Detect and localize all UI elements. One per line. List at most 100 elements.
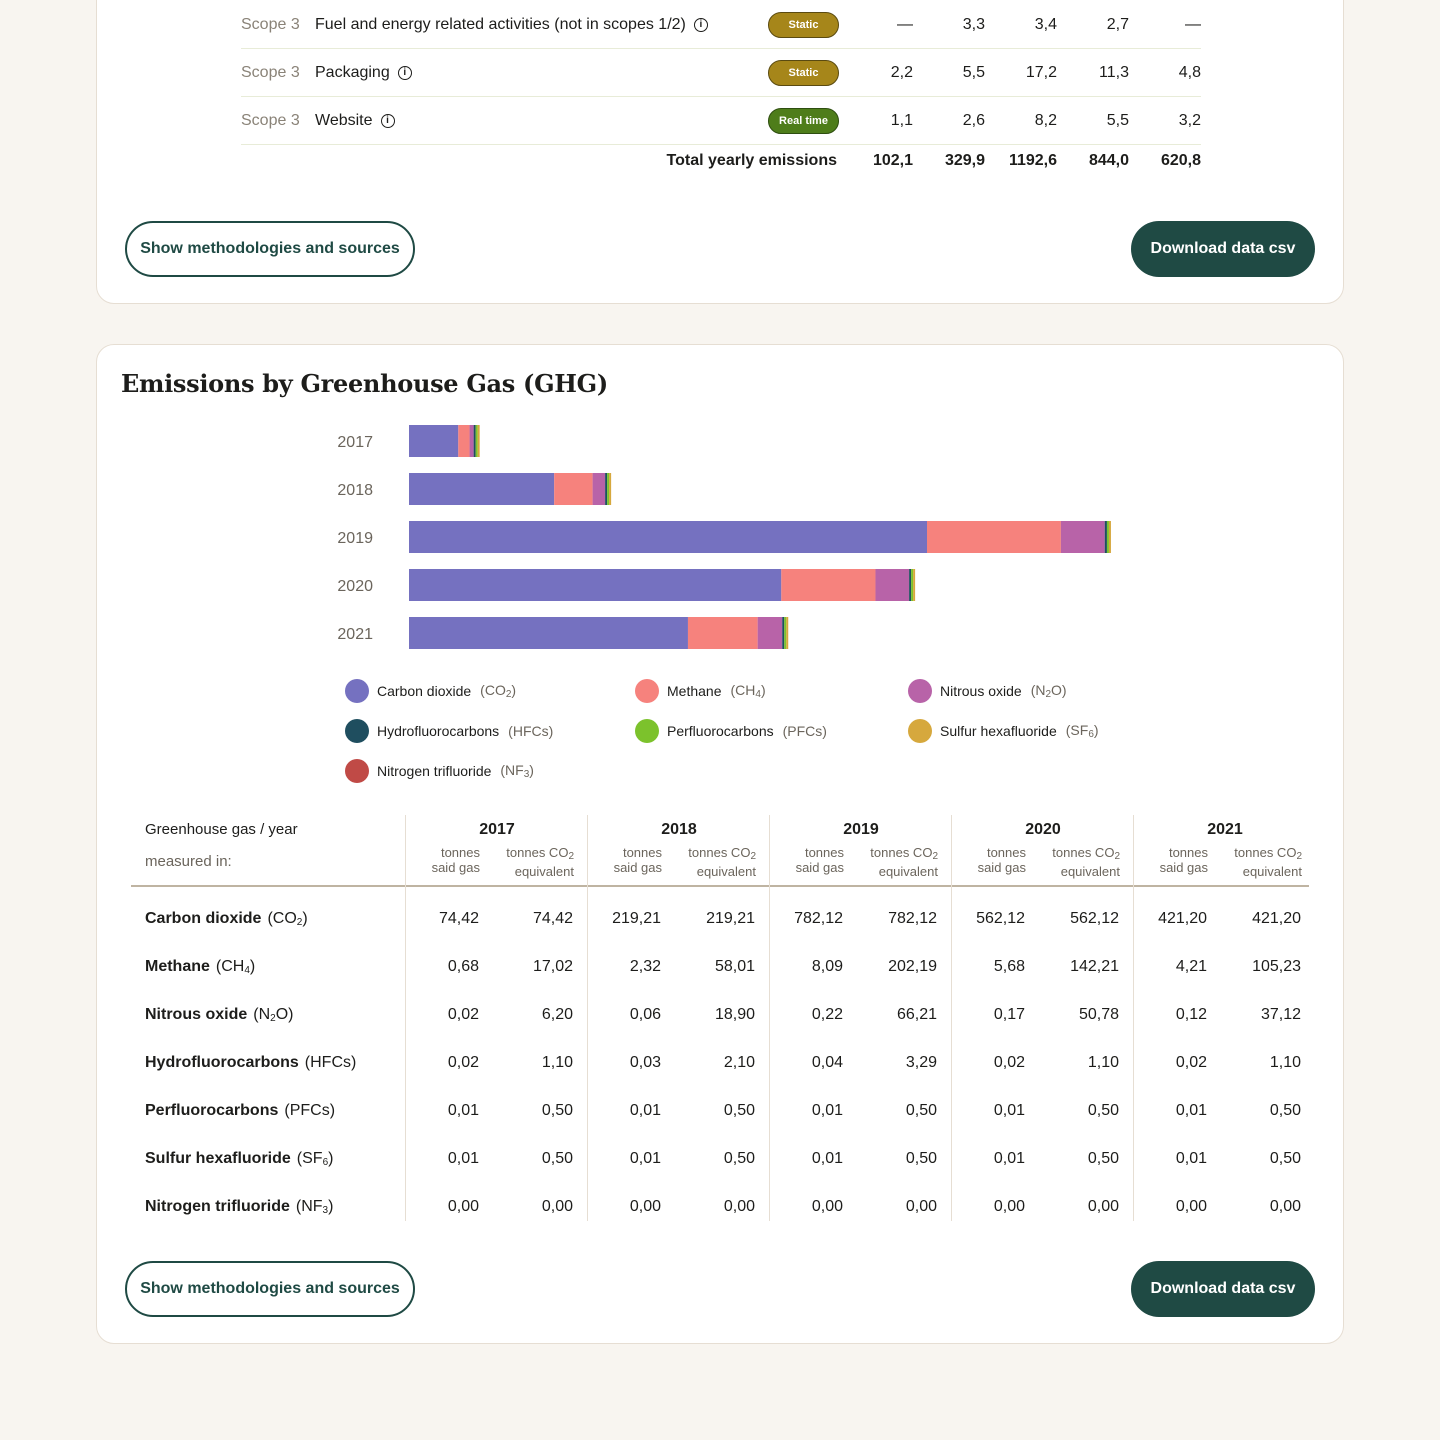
table-cell: 5,68 (993, 958, 1025, 975)
emission-value: 17,2 (1025, 64, 1057, 81)
scope-emissions-card: Scope 3 Fuel and energy related activitie… (96, 0, 1344, 304)
show-methodologies-button[interactable]: Show methodologies and sources (125, 1261, 415, 1317)
legend-item[interactable]: Nitrous oxide (N2O) (908, 679, 1067, 703)
legend-swatch (345, 719, 369, 743)
bar-segment-hydrofluorocarbons[interactable] (782, 617, 785, 649)
gas-name-cell: Nitrogen trifluoride (NF3) (145, 1198, 333, 1216)
bar-segment-carbon-dioxide[interactable] (409, 521, 927, 553)
emission-value: 11,3 (1099, 64, 1129, 81)
gas-name: Perfluorocarbons (145, 1102, 279, 1119)
unit-said-gas: tonnes said gas (1148, 845, 1208, 875)
table-header-label: Greenhouse gas / year (145, 821, 298, 838)
table-cell: 0,00 (723, 1198, 755, 1215)
unit-line: equivalent (878, 864, 938, 879)
table-cell: 2,32 (629, 958, 661, 975)
legend-symbol: (SF6) (1065, 722, 1099, 740)
table-cell: 0,01 (629, 1102, 661, 1119)
bar-segment-methane[interactable] (458, 425, 470, 457)
bar-segment-perfluorocarbons[interactable] (784, 617, 787, 649)
table-row: Methane (CH4) 0,68 17,02 2,32 58,01 8,09 202,19… (131, 941, 1309, 989)
info-icon[interactable]: i (380, 114, 395, 128)
legend-item[interactable]: Sulfur hexafluoride (SF6) (908, 719, 1099, 743)
table-row: Hydrofluorocarbons (HFCs) 0,02 1,10 0,03 2,10… (131, 1037, 1309, 1085)
bar-segment-methane[interactable] (927, 521, 1061, 553)
table-cell: 0,02 (447, 1054, 479, 1071)
gas-name: Carbon dioxide (145, 910, 262, 927)
table-row: Nitrous oxide (N2O) 0,02 6,20 0,06 18,90 0,22 6… (131, 989, 1309, 1037)
bar-segment-nitrous-oxide[interactable] (592, 473, 606, 505)
legend-item[interactable]: Carbon dioxide (CO2) (345, 679, 516, 703)
download-csv-button[interactable]: Download data csv (1131, 1261, 1315, 1317)
bar-segment-nitrous-oxide[interactable] (875, 569, 910, 601)
gas-name: Nitrogen trifluoride (145, 1198, 290, 1215)
bar-segment-sulfur-hexafluoride[interactable] (786, 617, 789, 649)
bar-segment-methane[interactable] (781, 569, 876, 601)
bar-segment-hydrofluorocarbons[interactable] (1104, 521, 1107, 553)
bar-segment-hydrofluorocarbons[interactable] (909, 569, 912, 601)
gas-symbol: (CH4) (215, 958, 256, 976)
table-cell: 0,01 (447, 1150, 479, 1167)
table-cell: 0,00 (905, 1198, 937, 1215)
legend-item[interactable]: Hydrofluorocarbons (HFCs) (345, 719, 553, 743)
bar-segment-sulfur-hexafluoride[interactable] (1108, 521, 1111, 553)
bar-segment-nitrous-oxide[interactable] (469, 425, 474, 457)
bar-segment-hydrofluorocarbons[interactable] (605, 473, 608, 505)
gas-symbol: (N2O) (253, 1006, 294, 1024)
activity-cell: Website i (315, 112, 395, 130)
bar-segment-nitrous-oxide[interactable] (1060, 521, 1105, 553)
info-icon[interactable]: i (693, 18, 708, 32)
table-cell: 4,21 (1175, 958, 1207, 975)
legend-swatch (908, 679, 932, 703)
table-cell: 782,12 (888, 910, 937, 927)
legend-label: Perfluorocarbons (667, 723, 774, 739)
table-cell: 0,50 (723, 1150, 755, 1167)
table-cell: 0,00 (1087, 1198, 1119, 1215)
bar-segment-sulfur-hexafluoride[interactable] (477, 425, 480, 457)
unit-line: said gas (977, 860, 1026, 875)
bar-segment-sulfur-hexafluoride[interactable] (913, 569, 916, 601)
year-header: 2019 (843, 821, 879, 838)
download-csv-button[interactable]: Download data csv (1131, 221, 1315, 277)
unit-line: equivalent (1242, 864, 1302, 879)
bar-segment-carbon-dioxide[interactable] (409, 569, 782, 601)
bar-segment-perfluorocarbons[interactable] (475, 425, 478, 457)
table-cell: 0,00 (1269, 1198, 1301, 1215)
unit-line: said gas (431, 860, 480, 875)
table-cell: 58,01 (714, 958, 755, 975)
bar-segment-hydrofluorocarbons[interactable] (473, 425, 476, 457)
bar-segment-perfluorocarbons[interactable] (1106, 521, 1109, 553)
bar-segment-carbon-dioxide[interactable] (409, 473, 555, 505)
unit-said-gas: tonnes said gas (602, 845, 662, 875)
ghg-stacked-bar-chart: 2017 2018 2019 2020 2021 (337, 425, 1111, 649)
show-methodologies-button[interactable]: Show methodologies and sources (125, 221, 415, 277)
status-badge: Real time (768, 108, 839, 134)
legend-item[interactable]: Nitrogen trifluoride (NF3) (345, 759, 534, 783)
table-cell: 17,02 (532, 958, 573, 975)
unit-said-gas: tonnes said gas (420, 845, 480, 875)
bar-segment-perfluorocarbons[interactable] (607, 473, 610, 505)
unit-line: tonnes (986, 845, 1026, 860)
table-row: Carbon dioxide (CO2) 74,42 74,42 219,21 219,2… (131, 893, 1309, 941)
emission-value: 3,3 (962, 16, 985, 33)
bar-segment-methane[interactable] (687, 617, 758, 649)
unit-line: tonnes CO (688, 845, 751, 860)
legend-symbol: (CH4) (730, 682, 766, 700)
info-icon[interactable]: i (397, 66, 412, 80)
table-cell: 2,10 (723, 1054, 755, 1071)
table-row: Sulfur hexafluoride (SF6) 0,01 0,50 0,01 0,50… (131, 1133, 1309, 1181)
table-cell: 202,19 (888, 958, 937, 975)
legend-item[interactable]: Methane (CH4) (635, 679, 766, 703)
table-cell: 0,50 (1269, 1150, 1301, 1167)
bar-segment-carbon-dioxide[interactable] (409, 425, 459, 457)
emission-value: 2,2 (890, 64, 913, 81)
legend-item[interactable]: Perfluorocarbons (PFCs) (635, 719, 827, 743)
unit-line: equivalent (696, 864, 756, 879)
bar-segment-methane[interactable] (554, 473, 593, 505)
bar-segment-nitrous-oxide[interactable] (757, 617, 783, 649)
table-cell: 8,09 (811, 958, 843, 975)
bar-segment-sulfur-hexafluoride[interactable] (609, 473, 612, 505)
table-cell: 3,29 (905, 1054, 937, 1071)
bar-segment-carbon-dioxide[interactable] (409, 617, 688, 649)
legend-symbol: (PFCs) (782, 723, 827, 739)
bar-segment-perfluorocarbons[interactable] (911, 569, 914, 601)
